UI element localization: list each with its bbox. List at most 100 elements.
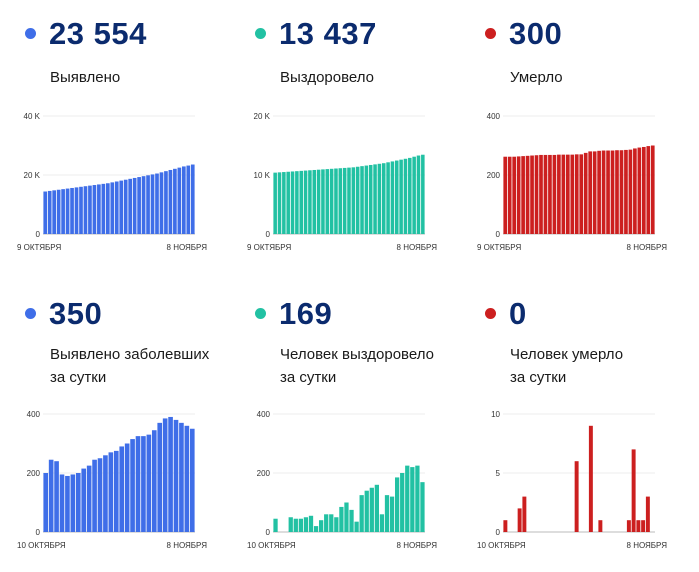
bar (316, 169, 321, 234)
y-tick-label: 10 K (254, 171, 271, 180)
bar (179, 422, 184, 532)
x-tick-label: 8 НОЯБРЯ (167, 541, 208, 550)
bar (592, 151, 597, 234)
bar (181, 166, 186, 234)
bar (507, 156, 512, 234)
legend-dot (485, 308, 496, 319)
y-tick-label: 0 (36, 528, 41, 537)
caption: Выявлено (50, 66, 120, 89)
bar (650, 145, 655, 234)
bar (75, 473, 81, 532)
bar (54, 461, 59, 532)
bar (88, 185, 92, 234)
bar (329, 514, 334, 532)
bar-chart: 0 5 10 10 ОКТЯБРЯ 8 НОЯБРЯ (477, 410, 667, 550)
bar (503, 520, 508, 532)
x-tick-label: 10 ОКТЯБРЯ (17, 541, 66, 550)
bar (119, 446, 125, 532)
bar (273, 518, 278, 532)
bar (342, 167, 347, 234)
caption: Выздоровело (280, 66, 374, 89)
caption-line: за сутки (280, 369, 337, 386)
panel-recovered: 13 437 Выздоровело 0 10 K 20 K 9 ОКТЯБРЯ 8 Н… (245, 10, 467, 290)
bar (277, 172, 282, 234)
bar (359, 495, 364, 533)
bar (364, 165, 369, 234)
bar (534, 155, 539, 234)
bar (408, 157, 412, 234)
y-tick-label: 400 (257, 410, 271, 419)
bar (146, 175, 150, 234)
bar (132, 177, 137, 234)
bar (108, 452, 114, 532)
bar (141, 176, 146, 234)
y-tick-label: 400 (487, 112, 501, 121)
x-tick-label: 9 ОКТЯБРЯ (17, 243, 61, 252)
y-tick-label: 200 (487, 171, 501, 180)
bar (299, 170, 303, 234)
legend-dot (485, 28, 496, 39)
y-tick-label: 20 K (24, 171, 41, 180)
bar (522, 496, 527, 532)
bar (151, 430, 157, 532)
bar (548, 154, 552, 234)
bar (525, 155, 530, 234)
bar (56, 189, 61, 234)
bar (312, 169, 317, 234)
bar (92, 185, 97, 234)
bar (52, 190, 57, 234)
bar (626, 520, 631, 532)
legend-dot (255, 28, 266, 39)
bar (97, 458, 103, 532)
bar (173, 168, 177, 234)
y-tick-label: 40 K (24, 112, 41, 121)
caption: Человек умерло за сутки (510, 343, 623, 389)
total-number: 350 (49, 296, 103, 331)
panel-detected: 23 554 Выявлено 0 20 K 40 K 9 ОКТЯБРЯ 8 НОЯБ… (15, 10, 237, 290)
bar (70, 187, 74, 234)
bar (135, 436, 141, 533)
bar (601, 150, 606, 234)
y-tick-label: 0 (496, 528, 501, 537)
bar (410, 467, 415, 532)
bar (349, 509, 354, 533)
bar (119, 180, 124, 234)
bar (373, 164, 377, 234)
bar (293, 518, 298, 532)
bar (570, 154, 575, 234)
bar (588, 425, 593, 532)
y-tick-label: 0 (266, 528, 271, 537)
bar (164, 171, 168, 234)
bar (530, 155, 534, 234)
bar (516, 156, 521, 234)
bar (114, 181, 119, 234)
caption-line: Человек выздоровело (280, 346, 434, 363)
bar (360, 166, 364, 234)
bar (48, 459, 54, 532)
bar (641, 146, 646, 234)
bar (74, 187, 79, 234)
bar (624, 149, 628, 234)
x-tick-label: 10 ОКТЯБРЯ (247, 541, 296, 550)
panel-recovered-daily: 169 Человек выздоровело за сутки 0 200 400… (245, 290, 467, 570)
bar (395, 477, 400, 532)
bar (344, 502, 349, 532)
bar (110, 182, 115, 235)
bar (137, 177, 141, 234)
caption-line: Выявлено заболевших (50, 346, 210, 363)
bar (319, 520, 324, 532)
caption-line: Выявлено (50, 69, 121, 86)
bar (83, 186, 88, 234)
bar (303, 517, 309, 532)
bar (186, 165, 191, 234)
bar (86, 465, 92, 533)
bar (512, 156, 517, 234)
bar (390, 161, 395, 234)
bar (146, 434, 152, 532)
bar (162, 418, 168, 532)
bar (369, 487, 374, 532)
bar (552, 154, 557, 234)
y-tick-label: 400 (27, 410, 41, 419)
bar (128, 178, 133, 234)
bar (641, 520, 646, 532)
